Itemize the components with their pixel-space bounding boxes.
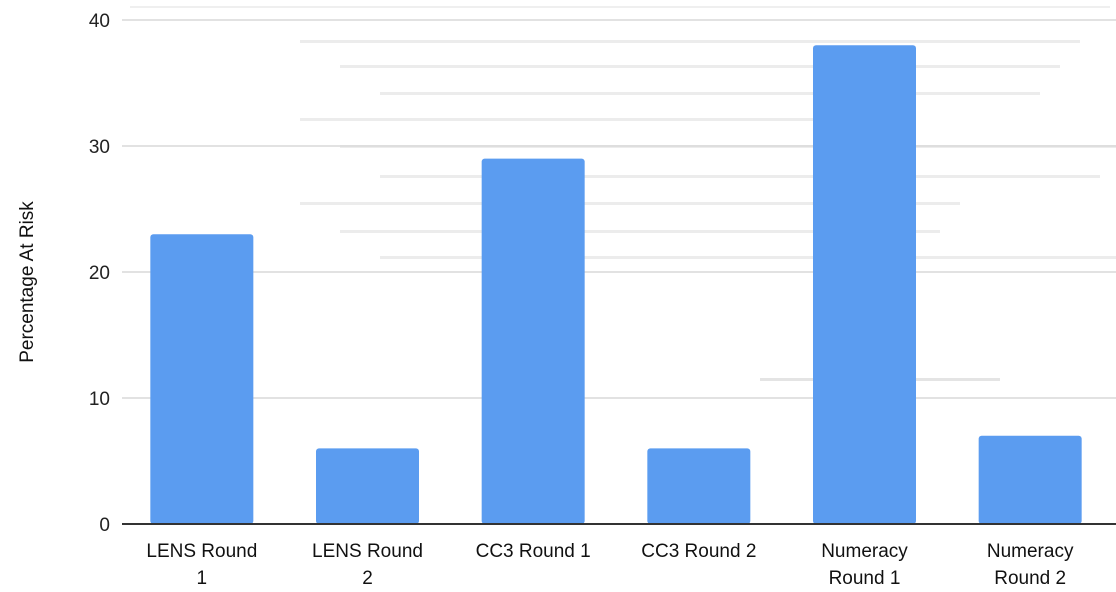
x-tick-label: 1 [197,568,208,589]
bar [647,448,751,524]
x-tick-label: Numeracy [987,541,1074,562]
x-tick-label: LENS Round [312,541,423,562]
y-tick-label: 20 [89,263,110,284]
background-artifact [300,202,960,205]
background-artifact [380,92,1040,95]
background-artifact [340,65,1060,68]
y-tick-label: 40 [89,11,110,32]
y-tick-label: 30 [89,137,110,158]
background-artifact [300,118,900,121]
y-tick-label: 0 [99,515,110,536]
bar [150,234,254,524]
x-tick-label: LENS Round [146,541,257,562]
x-tick-label: CC3 Round 2 [641,541,756,562]
bar [978,435,1082,524]
background-artifact [130,6,1110,8]
x-tick-label: Round 1 [829,568,901,589]
y-tick-label: 10 [89,389,110,410]
y-axis-title: Percentage At Risk [17,201,38,363]
x-tick-label: Round 2 [994,568,1066,589]
bar [481,158,585,524]
background-artifact [380,256,1116,259]
background-artifact [380,175,1100,178]
x-tick-label: CC3 Round 1 [476,541,591,562]
background-artifact [300,40,1080,43]
bar [813,45,916,524]
x-tick-label: 2 [362,568,373,589]
bar [316,448,419,524]
background-artifact [340,230,940,233]
x-tick-label: Numeracy [821,541,908,562]
